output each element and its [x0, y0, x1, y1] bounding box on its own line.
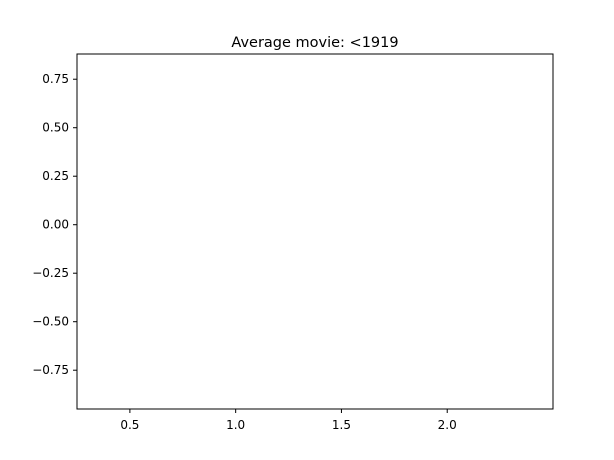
plot-area: [76, 53, 554, 410]
x-tick-label: 0.5: [120, 418, 139, 432]
chart-title: Average movie: <1919: [231, 35, 398, 51]
y-tick-label: 0.75: [42, 72, 69, 86]
x-axis: 0.5 1.0 1.5 2.0: [120, 409, 457, 432]
y-tick-label: −0.25: [32, 266, 69, 280]
y-tick-label: −0.75: [32, 363, 69, 377]
x-tick-label: 2.0: [438, 418, 457, 432]
y-tick-label: −0.50: [32, 315, 69, 329]
x-tick-label: 1.5: [332, 418, 351, 432]
y-tick-label: 0.00: [42, 218, 69, 232]
y-axis: 0.75 0.50 0.25 0.00 −0.25 −0.50 −0.75: [32, 72, 77, 377]
y-tick-label: 0.50: [42, 121, 69, 135]
y-tick-label: 0.25: [42, 169, 69, 183]
x-tick-label: 1.0: [226, 418, 245, 432]
